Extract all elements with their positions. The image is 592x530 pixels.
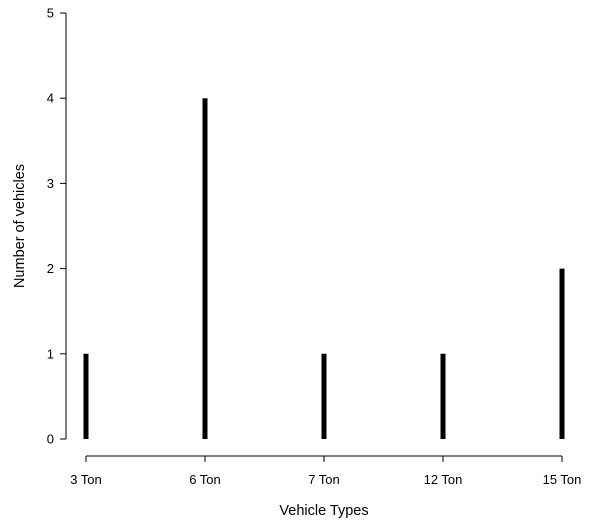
y-tick-label: 5	[47, 6, 54, 21]
y-tick-label: 1	[47, 346, 54, 361]
x-tick-label: 7 Ton	[308, 472, 340, 487]
y-tick-label: 3	[47, 176, 54, 191]
x-tick-label: 6 Ton	[189, 472, 221, 487]
x-tick-label: 3 Ton	[70, 472, 102, 487]
y-tick-label: 2	[47, 261, 54, 276]
y-axis-title: Number of vehicles	[12, 164, 28, 288]
x-tick-label: 15 Ton	[543, 472, 582, 487]
x-axis: 3 Ton 6 Ton 7 Ton 12 Ton 15 Ton	[70, 455, 582, 487]
y-tick-label: 0	[47, 432, 54, 447]
y-axis: 0 1 2 3 4 5	[47, 6, 67, 447]
y-tick-label: 4	[47, 91, 54, 106]
x-tick-label: 12 Ton	[424, 472, 463, 487]
x-axis-title: Vehicle Types	[279, 503, 368, 519]
bars-group	[83, 98, 565, 439]
